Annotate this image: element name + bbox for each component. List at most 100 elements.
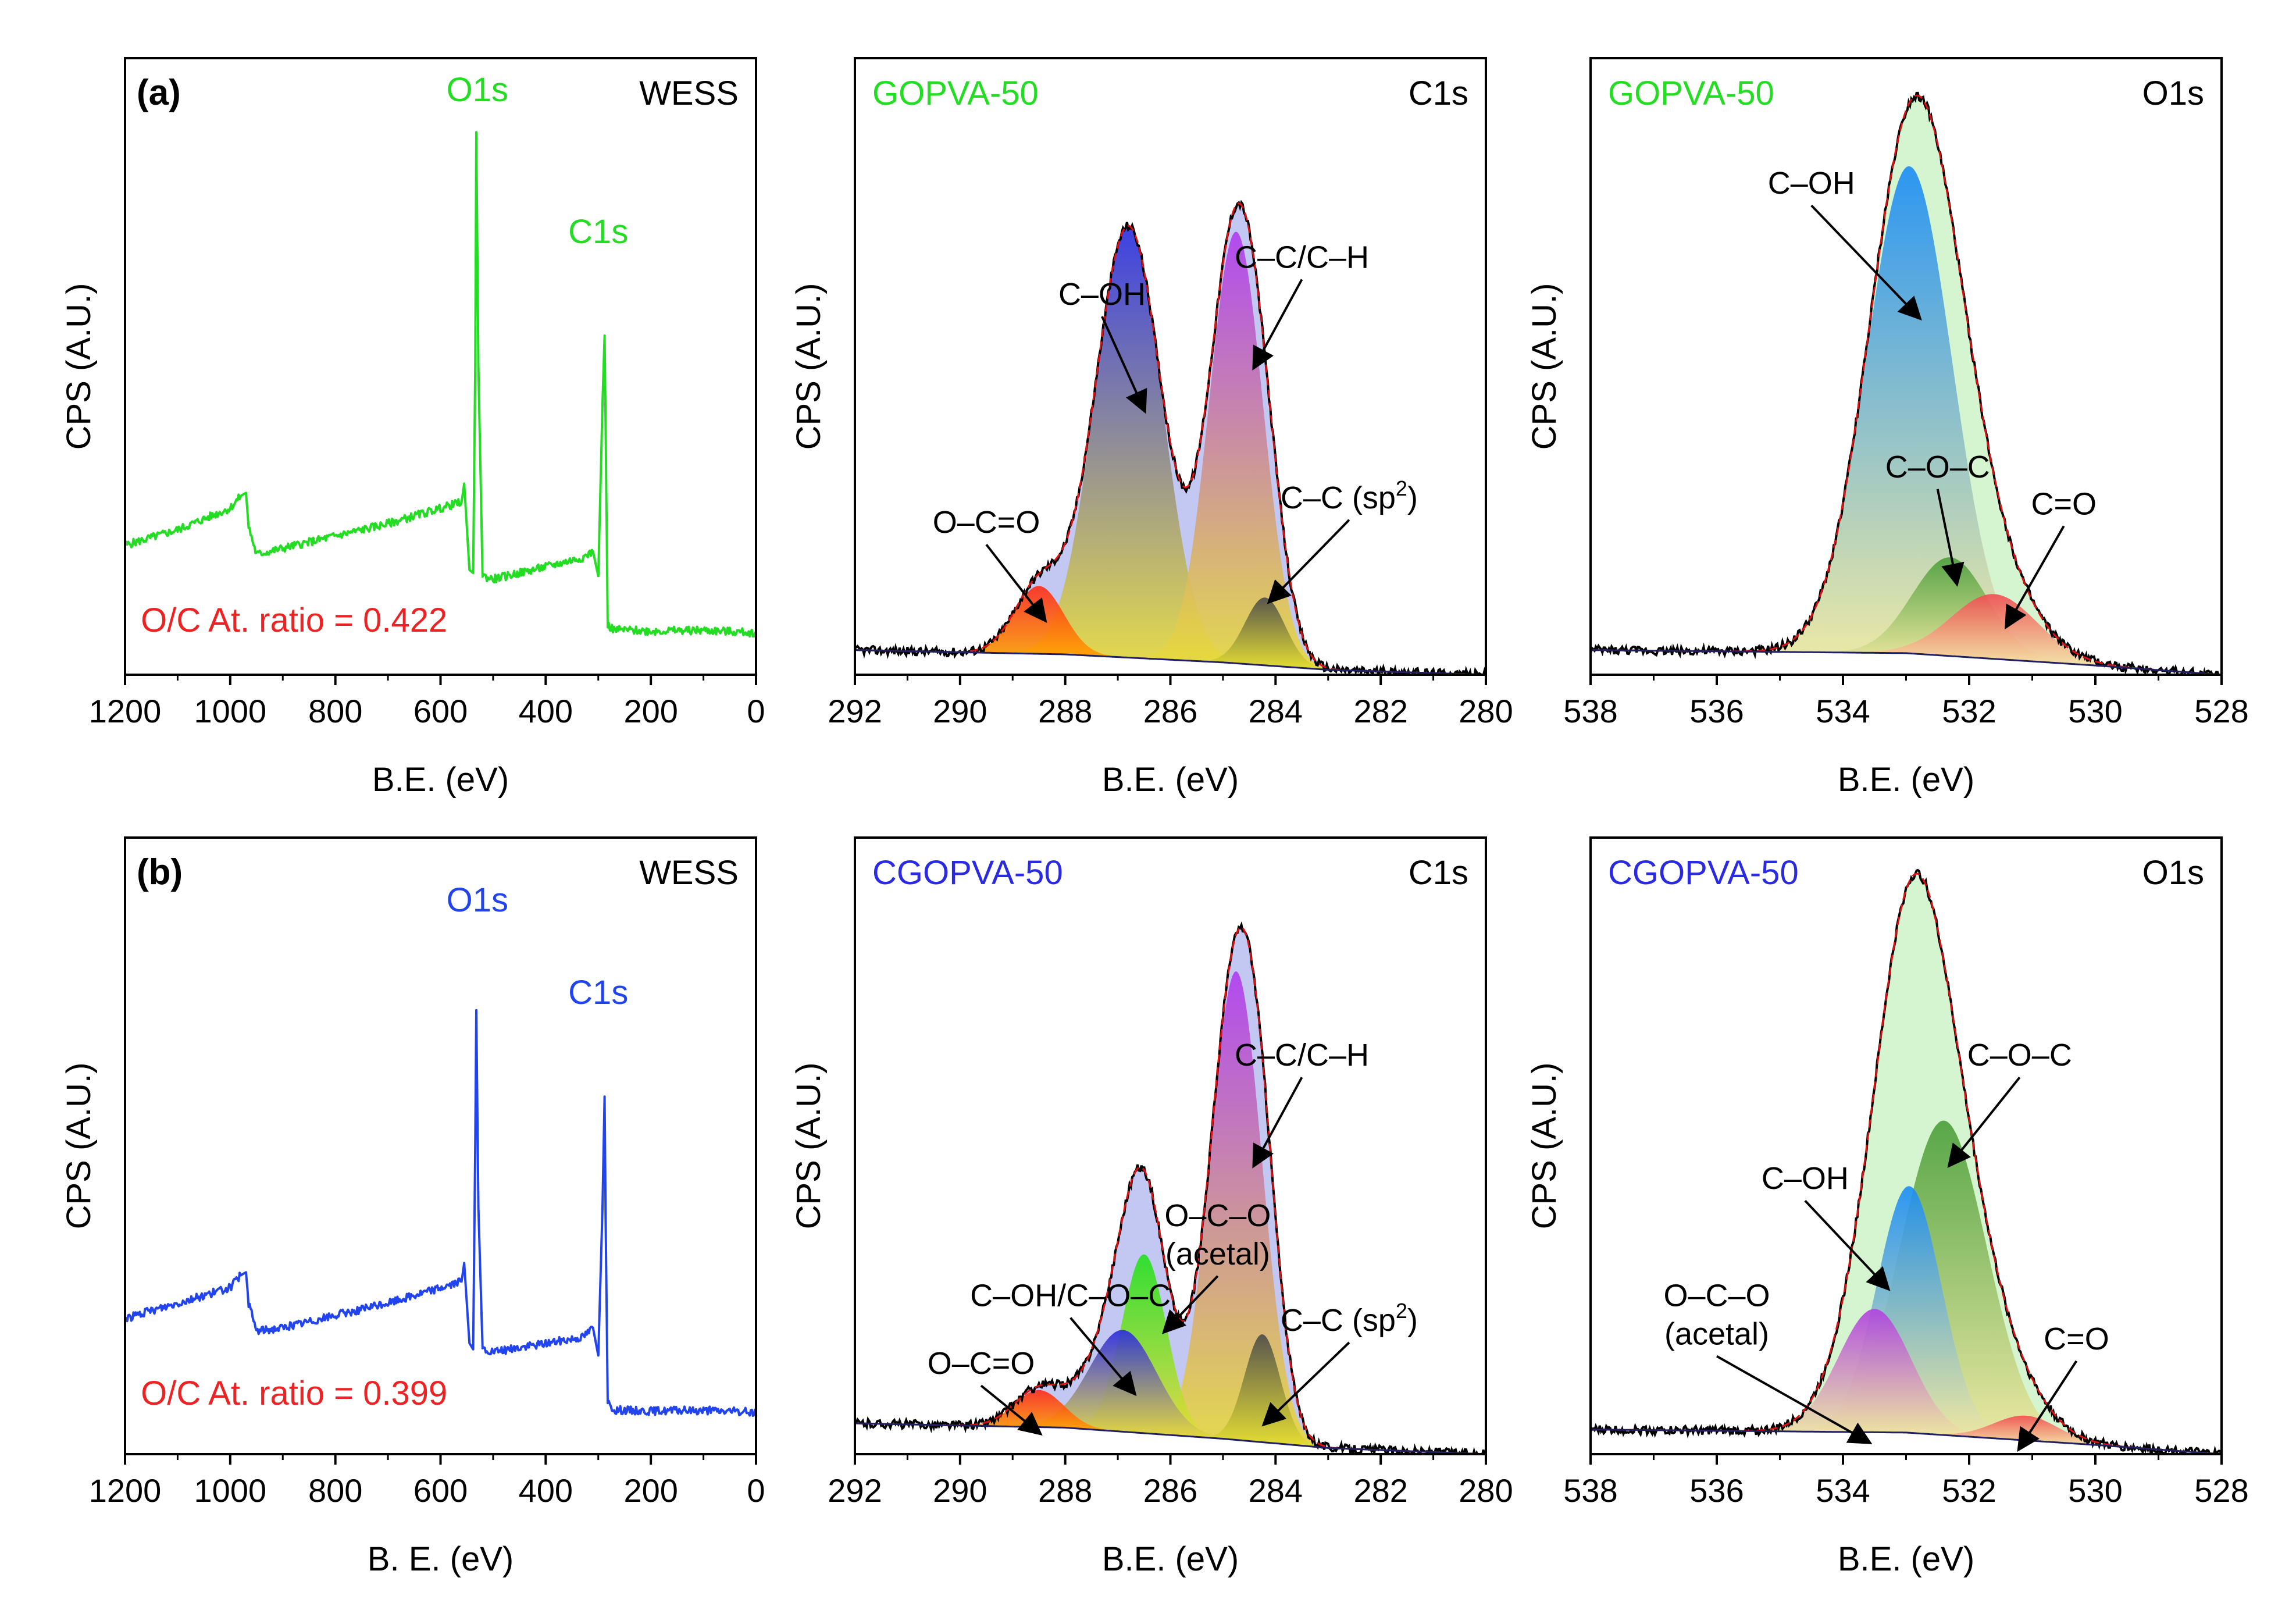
label-arrow <box>985 543 1047 623</box>
y-axis-label: CPS (A.U.) <box>1525 1063 1563 1230</box>
label-arrow <box>980 1384 1043 1436</box>
peak-label: C–OH <box>1762 1161 1849 1196</box>
label-arrow <box>1716 1355 1873 1444</box>
peak-label: C–C/C–H <box>1235 240 1369 275</box>
peak-label: O–C=O <box>928 1346 1035 1381</box>
survey-spectrum-line <box>125 1009 756 1417</box>
label-arrow <box>1947 1076 2021 1169</box>
x-tick-label: 400 <box>519 1472 573 1509</box>
label-arrow <box>2017 1360 2078 1452</box>
x-tick-label: 536 <box>1689 1472 1744 1509</box>
survey-annotation: O/C At. ratio = 0.399 <box>141 1374 447 1412</box>
peak-label-line2: (acetal) <box>1664 1317 1769 1352</box>
component-peak <box>1202 1334 1323 1448</box>
x-tick-label: 0 <box>747 1472 765 1509</box>
component-peak <box>1199 597 1331 670</box>
component-peak <box>1745 166 2073 664</box>
x-tick-label: 532 <box>1942 1472 1996 1509</box>
label-arrow <box>2005 525 2065 630</box>
label-arrow <box>1101 316 1147 414</box>
plot-area <box>125 1009 756 1417</box>
sample-name: GOPVA-50 <box>1608 74 1774 112</box>
label-arrow <box>1069 1317 1137 1397</box>
peak-label: O–C–O <box>1164 1198 1271 1233</box>
baseline <box>855 1422 1486 1454</box>
x-tick-label: 1000 <box>194 1472 267 1509</box>
row-label: (a) <box>137 73 181 113</box>
peak-label: C–C (sp2) <box>1281 476 1418 515</box>
x-tick-label: 290 <box>933 693 987 729</box>
sample-name: CGOPVA-50 <box>1608 854 1799 892</box>
axes-frame <box>124 836 757 1455</box>
y-axis-label: CPS (A.U.) <box>790 1063 828 1230</box>
label-arrow <box>1252 279 1303 371</box>
baseline <box>855 649 1486 675</box>
label-arrow <box>1267 519 1350 604</box>
survey-annotation: O/C At. ratio = 0.422 <box>141 601 447 639</box>
x-tick-label: 200 <box>623 1472 678 1509</box>
survey-spectrum-line <box>125 131 756 638</box>
component-peak <box>1065 1254 1223 1439</box>
survey-annotation: C1s <box>568 213 628 251</box>
x-tick-label: 200 <box>623 693 678 729</box>
baseline <box>1591 1429 2222 1454</box>
baseline <box>1591 649 2222 675</box>
peak-label: C=O <box>2031 486 2097 521</box>
y-axis-label: CPS (A.U.) <box>790 283 828 450</box>
panel-b-survey: 1200 1000 800 600 400 200 0 B. E. (eV) CPS (A.U.… <box>60 836 765 1578</box>
x-axis-label: B.E. (eV) <box>372 761 509 799</box>
component-peak <box>1002 226 1255 665</box>
component-peak <box>1785 1120 2104 1446</box>
peak-label: C–O–C <box>1967 1038 2072 1073</box>
envelope-fill <box>1591 874 2222 1454</box>
panel-title: O1s <box>2142 74 2204 112</box>
x-tick-label: 534 <box>1816 1472 1870 1509</box>
axes-frame <box>124 57 757 676</box>
x-axis-label: B.E. (eV) <box>1102 1540 1239 1578</box>
x-tick-label: 282 <box>1353 693 1407 729</box>
x-tick-label: 1200 <box>89 1472 162 1509</box>
sample-name: GOPVA-50 <box>872 74 1039 112</box>
x-tick-label: 536 <box>1689 693 1744 729</box>
x-tick-label: 280 <box>1459 693 1513 729</box>
plot-area <box>855 200 1486 675</box>
x-tick-label: 538 <box>1563 693 1617 729</box>
survey-annotation: O1s <box>447 881 508 919</box>
peak-label-line2: (acetal) <box>1165 1237 1270 1272</box>
x-axis-label: B.E. (eV) <box>1838 761 1974 799</box>
x-tick-label: 532 <box>1942 693 1996 729</box>
y-axis-label: CPS (A.U.) <box>60 283 98 450</box>
component-peak <box>1139 971 1334 1448</box>
peak-label: C–OH/C–O–C <box>970 1278 1171 1313</box>
label-arrow <box>1804 1199 1891 1291</box>
x-tick-label: 290 <box>933 1472 987 1509</box>
x-tick-label: 534 <box>1816 693 1870 729</box>
x-tick-label: 288 <box>1038 693 1092 729</box>
x-tick-label: 800 <box>308 693 362 729</box>
peak-label: C–OH <box>1058 277 1146 312</box>
x-tick-label: 530 <box>2068 1472 2122 1509</box>
component-peak <box>1749 1309 1999 1439</box>
label-arrow <box>1936 489 1965 587</box>
x-tick-label: 528 <box>2194 693 2248 729</box>
x-tick-label: 600 <box>413 1472 468 1509</box>
x-tick-label: 292 <box>828 693 882 729</box>
component-peak <box>1135 232 1338 670</box>
panel-a-c1s: C–OH C–C/C–H O–C=O C–C (sp2) 292 290 288 286 284… <box>790 57 1513 799</box>
component-peak <box>1855 594 2134 668</box>
component-peak <box>1791 1186 2026 1441</box>
plot-area <box>1591 91 2222 675</box>
x-axis-label: B. E. (eV) <box>368 1540 514 1578</box>
x-axis-label: B.E. (eV) <box>1102 761 1239 799</box>
label-arrow <box>1252 1077 1303 1169</box>
x-tick-label: 284 <box>1249 1472 1303 1509</box>
panel-b-o1s: C–O–C C–OH O–C–O (acetal) C=O 538 536 534 532 530… <box>1525 836 2249 1578</box>
panel-b-c1s: C–C/C–H O–C–O (acetal) C–OH/C–O–C O–C=O C–C (… <box>790 836 1513 1578</box>
x-axis-label: B.E. (eV) <box>1838 1540 1974 1578</box>
x-tick-label: 800 <box>308 1472 362 1509</box>
x-tick-label: 286 <box>1143 693 1197 729</box>
x-tick-label: 280 <box>1459 1472 1513 1509</box>
x-tick-label: 528 <box>2194 1472 2248 1509</box>
x-tick-label: 538 <box>1563 1472 1617 1509</box>
panel-title: O1s <box>2142 854 2204 892</box>
